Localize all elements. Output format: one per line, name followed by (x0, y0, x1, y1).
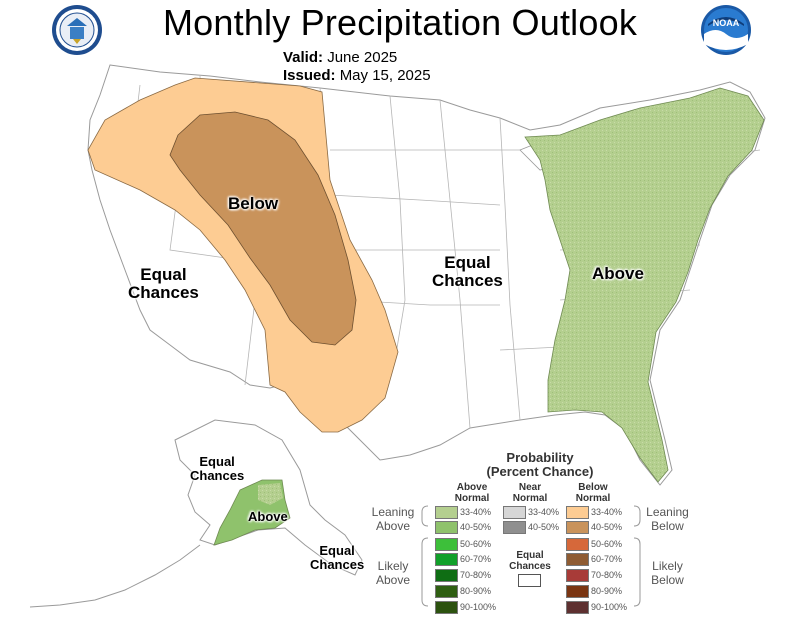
legend-col-above-line2: Normal (454, 493, 490, 504)
issued-line: Issued: May 15, 2025 (283, 67, 431, 84)
legend-above-swatch (435, 601, 458, 614)
legend-likely-above-line2: Above (375, 573, 411, 588)
legend-above-label: 60-70% (460, 554, 492, 564)
label-equal-west: Equal Chances (128, 266, 199, 302)
svg-text:NOAA: NOAA (713, 18, 740, 28)
legend-above-label: 33-40% (460, 507, 492, 517)
legend-leaning-above-line1: Leaning (371, 505, 415, 519)
legend-above-label: 40-50% (460, 522, 492, 532)
legend-below-label: 33-40% (591, 507, 623, 517)
legend-below-swatch (566, 569, 589, 582)
legend-above-swatch (435, 506, 458, 519)
label-ak-equal-north-line2: Chances (190, 467, 245, 483)
above-33-region (524, 87, 765, 483)
legend-title-line2: (Percent Chance) (486, 464, 594, 480)
legend-col-below-line2: Normal (575, 493, 611, 504)
legend-near-swatch (503, 506, 526, 519)
legend-above-label: 90-100% (460, 602, 497, 612)
label-equal-central-line2: Chances (432, 270, 503, 290)
legend-near-label: 33-40% (528, 507, 560, 517)
below-40-region (169, 111, 357, 346)
label-ak-equal-north: Equal Chances (190, 455, 244, 482)
legend-below-swatch (566, 601, 589, 614)
legend-leaning-below-line2: Below (651, 519, 684, 534)
legend-above-swatch (435, 585, 458, 598)
doc-seal-icon (52, 5, 102, 55)
legend-col-above: Above Normal (452, 482, 492, 504)
legend-likely-below-line2: Below (651, 573, 684, 588)
legend-leaning-below-line1: Leaning (646, 505, 689, 519)
valid-label: Valid: (283, 49, 324, 66)
legend-above-swatch (435, 538, 458, 551)
legend-below-label: 80-90% (591, 586, 623, 596)
legend-near-swatch (503, 521, 526, 534)
label-ak-equal-south-line2: Chances (310, 556, 365, 572)
legend-above-label: 70-80% (460, 570, 492, 580)
legend-leaning-above: Leaning Above (368, 505, 418, 534)
legend-leaning-above-line2: Above (375, 519, 411, 534)
legend-col-below: Below Normal (573, 482, 613, 504)
legend-likely-above-line1: Likely (377, 559, 409, 573)
legend-below-swatch (566, 553, 589, 566)
legend-above-swatch (435, 553, 458, 566)
legend-likely-below: Likely Below (640, 559, 695, 588)
issued-value: May 15, 2025 (339, 67, 431, 84)
issued-label: Issued: (283, 67, 336, 84)
legend-below-swatch (566, 506, 589, 519)
label-above-east: Above (592, 264, 644, 283)
legend-equal-swatch (518, 574, 541, 587)
ak-above-inner (258, 483, 283, 505)
legend-equal-line1: Equal (516, 550, 544, 561)
label-equal-west-line1: Equal (140, 265, 187, 284)
legend-below-label: 90-100% (591, 602, 628, 612)
aleutians (29, 544, 201, 608)
legend-title-line1: Probability (506, 450, 574, 465)
legend-below-label: 50-60% (591, 539, 623, 549)
label-ak-equal-south-line1: Equal (319, 543, 355, 558)
legend-below-swatch (566, 585, 589, 598)
legend-title: Probability (Percent Chance) (440, 450, 640, 480)
legend-leaning-below: Leaning Below (640, 505, 695, 534)
map-title: Monthly Precipitation Outlook (162, 2, 638, 43)
legend-near-label: 40-50% (528, 522, 560, 532)
legend-likely-below-line1: Likely (652, 559, 683, 573)
label-ak-equal-north-line1: Equal (199, 454, 235, 469)
legend-below-swatch (566, 538, 589, 551)
noaa-logo-icon: NOAA (701, 5, 751, 55)
legend-col-below-line1: Below (578, 482, 608, 493)
legend-col-near: Near Normal (510, 482, 550, 504)
legend-likely-above: Likely Above (368, 559, 418, 588)
legend-col-near-line2: Normal (512, 493, 548, 504)
label-ak-equal-south: Equal Chances (310, 544, 364, 571)
label-equal-central-line1: Equal (444, 253, 491, 272)
legend-above-swatch (435, 569, 458, 582)
legend-below-label: 60-70% (591, 554, 623, 564)
legend-col-above-line1: Above (456, 482, 488, 493)
legend-equal-chances: Equal Chances (505, 550, 555, 572)
label-equal-west-line2: Chances (128, 282, 199, 302)
legend-col-near-line1: Near (518, 482, 542, 493)
valid-line: Valid: June 2025 (283, 49, 397, 66)
label-equal-central: Equal Chances (432, 254, 503, 290)
legend-below-label: 40-50% (591, 522, 623, 532)
legend-equal-line2: Chances (509, 561, 551, 572)
legend-above-swatch (435, 521, 458, 534)
legend-below-swatch (566, 521, 589, 534)
valid-value: June 2025 (327, 49, 398, 66)
label-below: Below (228, 194, 279, 213)
legend-above-label: 80-90% (460, 586, 492, 596)
legend-below-label: 70-80% (591, 570, 623, 580)
label-ak-above: Above (248, 509, 288, 524)
legend-above-label: 50-60% (460, 539, 492, 549)
